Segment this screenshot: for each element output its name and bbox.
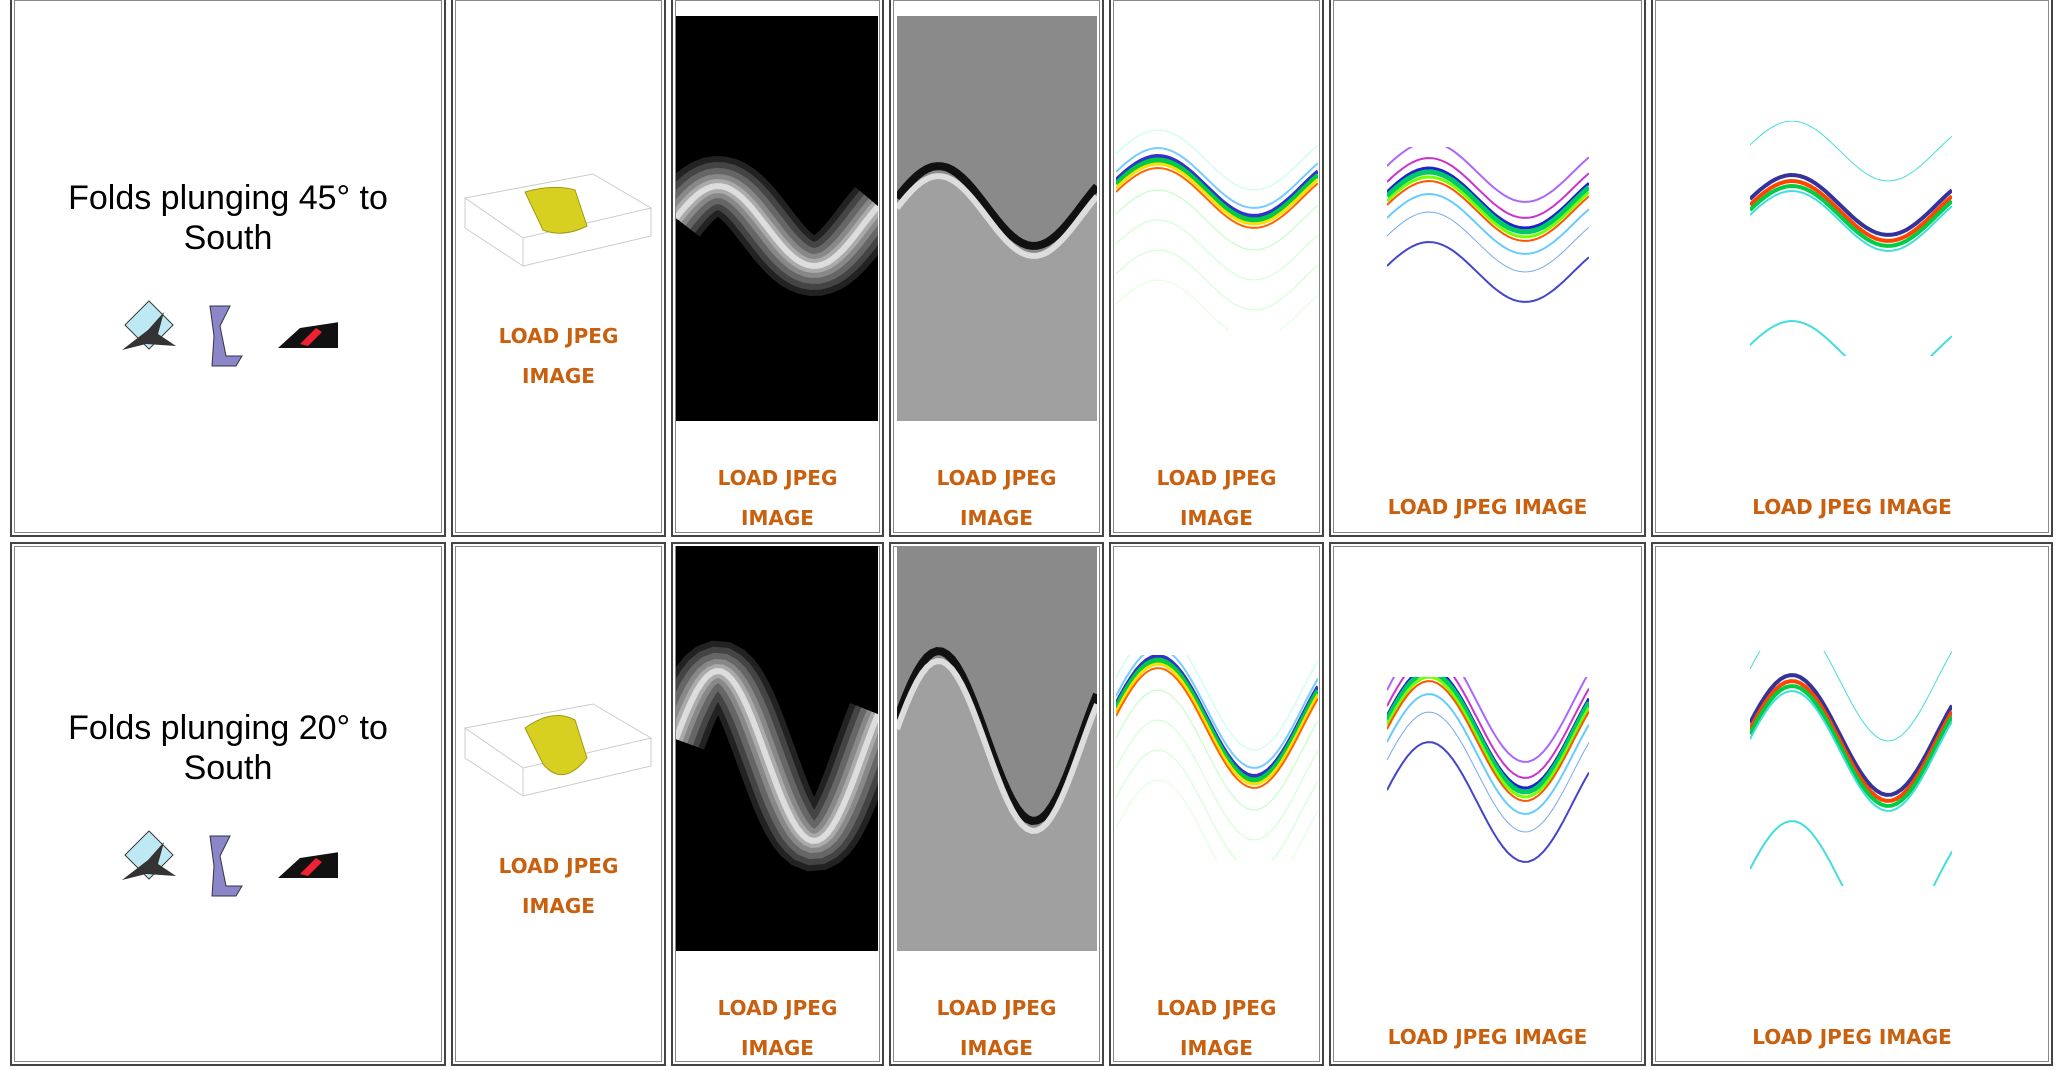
load-image-link[interactable]: LOAD JPEG IMAGE bbox=[1156, 996, 1277, 1060]
load-image-link[interactable]: LOAD JPEG IMAGE bbox=[717, 466, 838, 530]
table-cell bbox=[1329, 0, 1646, 537]
surface-3d bbox=[463, 173, 653, 267]
load-image-link[interactable]: LOAD JPEG IMAGE bbox=[1752, 1025, 1952, 1049]
contour-image bbox=[1387, 147, 1589, 303]
load-image-link[interactable]: LOAD JPEG IMAGE bbox=[717, 996, 838, 1060]
table-cell bbox=[1109, 0, 1324, 537]
load-image-link[interactable]: LOAD JPEG IMAGE bbox=[936, 466, 1057, 530]
load-image-link[interactable]: LOAD JPEG IMAGE bbox=[936, 996, 1057, 1060]
load-image-link[interactable]: LOAD JPEG IMAGE bbox=[1387, 495, 1588, 519]
contour-image bbox=[1750, 121, 1952, 356]
table-cell bbox=[10, 542, 446, 1066]
grayscale-image bbox=[676, 546, 878, 951]
grayscale-image bbox=[676, 16, 878, 421]
shaded-image bbox=[897, 16, 1097, 421]
table-cell bbox=[1651, 0, 2053, 537]
table-cell bbox=[451, 0, 666, 537]
load-image-link[interactable]: LOAD JPEG IMAGE bbox=[1156, 466, 1277, 530]
contour-image bbox=[1116, 655, 1318, 860]
surface-3d bbox=[463, 703, 653, 797]
load-image-link[interactable]: LOAD JPEG IMAGE bbox=[498, 854, 619, 918]
icons bbox=[122, 830, 338, 897]
row-label: Folds plunging 20° to South bbox=[68, 709, 388, 787]
row-label: Folds plunging 45° to South bbox=[68, 179, 388, 257]
table-cell bbox=[889, 0, 1104, 537]
table-cell bbox=[671, 0, 884, 537]
load-image-link[interactable]: LOAD JPEG IMAGE bbox=[1387, 1025, 1588, 1049]
icons bbox=[122, 300, 338, 367]
load-image-link[interactable]: LOAD JPEG IMAGE bbox=[498, 324, 619, 388]
table-cell bbox=[1109, 542, 1324, 1066]
table-cell bbox=[1651, 542, 2053, 1066]
contour-image bbox=[1750, 651, 1952, 886]
contour-image bbox=[1387, 677, 1589, 863]
load-image-link[interactable]: LOAD JPEG IMAGE bbox=[1752, 495, 1952, 519]
table-cell bbox=[451, 542, 666, 1066]
contour-image bbox=[1116, 129, 1318, 330]
table-cell bbox=[10, 0, 446, 537]
shaded-image bbox=[897, 546, 1097, 951]
table-cell bbox=[1329, 542, 1646, 1066]
